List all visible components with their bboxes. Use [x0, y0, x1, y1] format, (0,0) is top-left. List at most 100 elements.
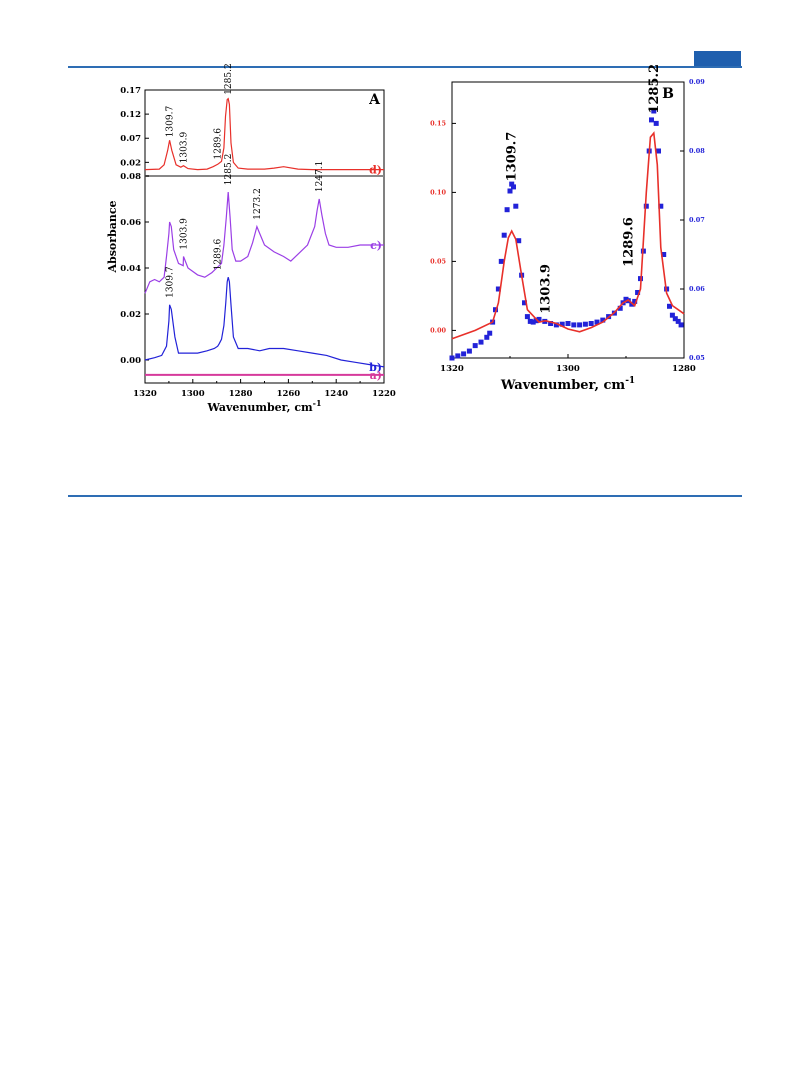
series-marker-1 — [656, 148, 661, 154]
peak-label: 1309.7 — [166, 106, 176, 138]
series-marker-1 — [649, 117, 654, 123]
peak-label: 1285.2 — [224, 63, 234, 95]
series-marker-1 — [484, 334, 490, 340]
y-left-tick-label: 0.10 — [430, 188, 446, 196]
x-tick-label: 1320 — [133, 389, 157, 399]
series-marker-1 — [513, 203, 519, 209]
series-marker-1 — [487, 330, 493, 336]
x-axis-label-main: Wavenumber, cm — [206, 401, 313, 414]
series-marker-1 — [635, 290, 641, 295]
series-marker-1 — [594, 319, 600, 325]
peak-label: 1309.7 — [505, 132, 520, 182]
y-right-tick-label: 0.05 — [689, 354, 705, 362]
series-marker-1 — [530, 319, 536, 325]
peak-label: 1285.2 — [224, 154, 234, 186]
series-marker-1 — [653, 120, 659, 126]
y-left-tick-label: 0.05 — [430, 257, 446, 265]
y-tick-label: 0.02 — [120, 310, 141, 320]
series-marker-1 — [632, 298, 638, 304]
series-marker-1 — [651, 108, 657, 114]
series-marker-1 — [461, 351, 467, 357]
y-tick-label: 0.08 — [120, 172, 141, 182]
series-marker-1 — [678, 322, 684, 328]
series-line-1 — [144, 192, 384, 294]
peak-label: 1289.6 — [214, 239, 224, 271]
series-marker-1 — [478, 339, 484, 345]
chart-b-frame — [451, 81, 685, 359]
y-tick-label: 0.17 — [120, 86, 141, 96]
x-axis-label-superscript: -1 — [313, 398, 322, 408]
series-label: a) — [370, 369, 382, 382]
peak-label: 1303.9 — [180, 132, 190, 164]
y-tick-label: 0.12 — [120, 110, 141, 120]
series-marker-1 — [516, 238, 522, 244]
series-line-0 — [451, 131, 685, 340]
series-marker-1 — [617, 305, 623, 311]
peak-label: 1303.9 — [180, 218, 190, 250]
y-tick-label: 0.02 — [120, 158, 141, 168]
series-marker-1 — [527, 318, 533, 324]
series-line-2 — [144, 277, 385, 368]
y-tick-label: 0.06 — [120, 218, 141, 228]
header-rule — [68, 66, 742, 68]
y-tick-label: 0.00 — [120, 356, 141, 366]
x-tick-label: 1260 — [277, 389, 301, 399]
x-tick-label: 1280 — [672, 364, 696, 374]
series-marker-1 — [559, 321, 565, 327]
series-marker-1 — [511, 184, 516, 190]
series-marker-1 — [600, 317, 606, 323]
series-marker-1 — [629, 301, 635, 307]
series-marker-1 — [661, 252, 667, 257]
y-left-tick-label: 0.00 — [430, 326, 446, 334]
series-marker-1 — [472, 343, 478, 349]
series-marker-1 — [588, 321, 594, 326]
series-marker-1 — [565, 321, 571, 326]
panel-label-b: B — [662, 86, 674, 102]
series-marker-1 — [548, 321, 554, 326]
series-marker-1 — [669, 312, 675, 318]
y-right-tick-label: 0.06 — [689, 285, 705, 293]
series-marker-1 — [672, 316, 678, 322]
y-right-tick-label: 0.08 — [689, 147, 705, 155]
series-marker-1 — [504, 207, 510, 213]
series-marker-1 — [571, 322, 577, 328]
peak-label: 1303.9 — [538, 264, 553, 314]
peak-label: 1289.6 — [214, 128, 224, 160]
series-marker-1 — [498, 258, 504, 264]
peak-label: 1273.2 — [253, 188, 263, 220]
peak-label: 1247.1 — [315, 161, 325, 193]
peak-label: 1309.7 — [166, 266, 176, 298]
series-marker-1 — [507, 188, 513, 194]
x-tick-label: 1220 — [372, 389, 396, 399]
series-marker-1 — [553, 322, 559, 328]
x-axis-label: Wavenumber, cm-1 — [500, 376, 635, 393]
series-marker-1 — [667, 303, 672, 309]
series-marker-1 — [577, 322, 583, 328]
series-marker-1 — [524, 314, 530, 320]
peak-label: 1285.2 — [647, 64, 662, 114]
x-tick-label: 1300 — [556, 364, 580, 374]
y-left-tick-label: 0.15 — [430, 119, 446, 127]
y-axis-label: Absorbance — [106, 200, 119, 273]
series-marker-1 — [509, 181, 515, 187]
y-tick-label: 0.04 — [120, 264, 141, 274]
series-line-0 — [144, 97, 384, 171]
series-label: b) — [369, 361, 382, 374]
series-marker-1 — [582, 321, 588, 327]
series-marker-1 — [658, 203, 664, 209]
x-axis-label: Wavenumber, cm-1 — [206, 398, 321, 414]
x-axis-label-main: Wavenumber, cm — [500, 378, 626, 393]
series-marker-1 — [455, 353, 461, 359]
peak-label: 1289.6 — [621, 217, 636, 267]
y-right-tick-label: 0.07 — [689, 216, 705, 224]
x-tick-label: 1280 — [229, 389, 253, 399]
header-tab — [694, 51, 741, 66]
x-axis-label-superscript: -1 — [625, 376, 635, 386]
series-marker-1 — [533, 318, 539, 324]
x-tick-label: 1240 — [324, 389, 348, 399]
series-marker-1 — [501, 232, 507, 238]
series-marker-1 — [495, 286, 501, 292]
series-marker-1 — [522, 300, 527, 306]
